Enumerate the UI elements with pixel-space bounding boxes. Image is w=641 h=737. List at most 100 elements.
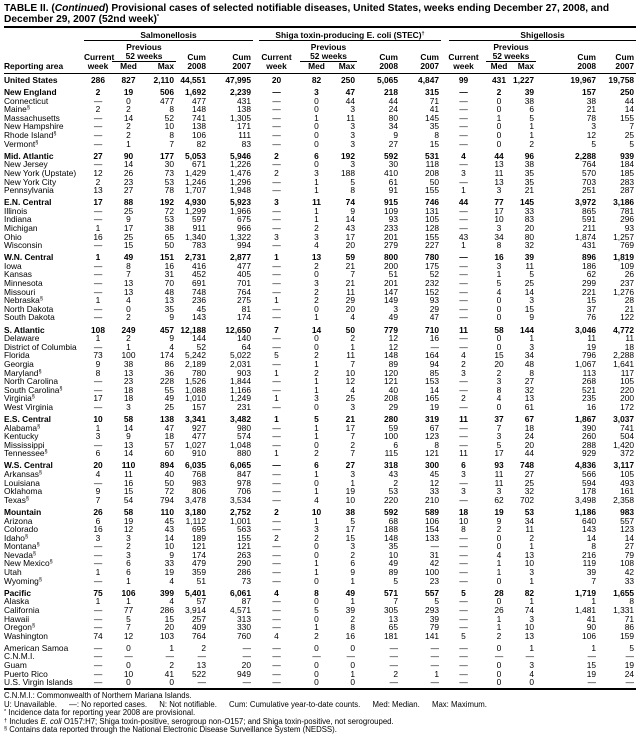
week-label: week xyxy=(253,62,300,74)
shigellosis-med-cell: 0 xyxy=(496,130,502,141)
stec-med-cell: 8 xyxy=(314,587,319,598)
stec-max-cell: 17 xyxy=(345,231,355,242)
salmonellosis-cum-2008-cell: 780 xyxy=(192,367,206,378)
salmonellosis-cum-2007-cell: 2,031 xyxy=(230,358,251,369)
shigellosis-cum-2008-cell: 41 xyxy=(586,613,597,624)
reporting-area-cell: Nebraska§ xyxy=(4,295,43,306)
shigellosis-max-cell: 25 xyxy=(524,278,535,289)
current-label: Current xyxy=(84,51,115,62)
shigellosis-cum-2007-cell: 21 xyxy=(624,303,635,314)
salmonellosis-max-cell: 8 xyxy=(169,130,174,141)
stec-cum-2008-cell: 2 xyxy=(393,668,398,679)
footnote-legend: U: Unavailable. —: No reported cases. N:… xyxy=(4,699,487,709)
shigellosis-cum-2008-cell: 76 xyxy=(586,312,597,323)
table-row: Hawaii —5 15 257 313—0 2 13 39—1 3 41 71 xyxy=(4,613,636,624)
salmonellosis-cum-2008-cell: 157 xyxy=(192,401,206,412)
stec-max-cell: 44 xyxy=(345,95,355,106)
shigellosis-cum-2007-cell: 769 xyxy=(620,240,635,251)
shigellosis-max-cell: 13 xyxy=(524,549,535,560)
table-row: New York City 2 23 53 1,246 1,296 — 1 5 61 50 — 13 35… xyxy=(4,177,636,187)
stec-cum-2008-cell: 5,065 xyxy=(377,75,398,85)
salmonellosis-current-week-cell: 75 xyxy=(93,587,103,598)
reporting-area-cell: Hawaii xyxy=(4,613,30,624)
salmonellosis-cum-2007-cell: 477 xyxy=(237,260,251,271)
shigellosis-current-week-cell: 3 xyxy=(461,469,466,480)
salmonellosis-med-cell: 0 xyxy=(126,642,131,653)
shigellosis-cum-2007-cell: 155 xyxy=(620,112,635,123)
salmonellosis-med-cell: 19 xyxy=(123,515,134,526)
salmonellosis-cum-2007-cell: 903 xyxy=(237,367,251,378)
stec-med-cell: 0 xyxy=(314,477,319,488)
salmonellosis-med-cell: 18 xyxy=(123,393,134,404)
stec-current-week-cell: — xyxy=(272,87,281,98)
salmonellosis-cum-2008-cell: 1,027 xyxy=(185,439,206,450)
salmonellosis-cum-2007-cell: 1,844 xyxy=(230,376,251,387)
salmonellosis-current-week-cell: — xyxy=(93,205,103,216)
stec-med-cell: 3 xyxy=(314,87,319,98)
stec-cum-2007-cell: 29 xyxy=(429,303,440,314)
salmonellosis-cum-2007-cell: 330 xyxy=(237,622,251,633)
footnote-section: § Contains data reported through the Nat… xyxy=(4,725,337,735)
shigellosis-cum-2007-cell: 123 xyxy=(620,524,635,535)
shigellosis-current-week-cell: — xyxy=(459,138,468,149)
stec-max-cell: 188 xyxy=(341,167,355,178)
salmonellosis-cum-2007-cell: 1,048 xyxy=(230,439,251,450)
salmonellosis-max-cell: 33 xyxy=(164,558,174,569)
stec-max-cell: 12 xyxy=(345,376,355,387)
salmonellosis-med-cell: 249 xyxy=(121,324,136,335)
stec-current-week-cell: — xyxy=(272,622,281,633)
stec-current-week-cell: 5 xyxy=(274,350,279,361)
shigellosis-cum-2007-cell: 1,331 xyxy=(613,604,635,615)
salmonellosis-med-cell: 19 xyxy=(123,87,134,98)
stec-cum-2007-cell: 164 xyxy=(425,350,440,361)
salmonellosis-max-cell: 13 xyxy=(164,295,174,306)
table-row: United States 286 827 2,110 44,551 47,995 20 82… xyxy=(4,74,636,85)
shigellosis-cum-2008-cell: 21 xyxy=(586,104,597,115)
stec-current-week-cell: — xyxy=(272,312,281,323)
stec-cum-2008-cell: 68 xyxy=(388,515,398,526)
shigellosis-cum-2008-cell: 431 xyxy=(582,240,597,251)
stec-current-week-cell: — xyxy=(272,575,281,586)
salmonellosis-max-cell: 4 xyxy=(169,341,174,352)
salmonellosis-current-week-cell: — xyxy=(93,622,103,633)
stec-max-cell: 9 xyxy=(350,567,355,578)
shigellosis-current-week-cell: 1 xyxy=(461,185,466,196)
salmonellosis-max-cell: — xyxy=(165,651,174,662)
stec-current-week-cell: — xyxy=(272,549,281,560)
stec-med-cell: 0 xyxy=(314,95,319,106)
table-row: Colorado 16 12 43 695 563 — 3 17 188 154 8 2 11 143 123 xyxy=(4,525,636,534)
table-row: E.S. Central 10 58 138 3,341 3,482 1 5 21 280 319 1… xyxy=(4,411,636,424)
stec-cum-2008-cell: — xyxy=(389,642,398,653)
salmonellosis-max-cell: 192 xyxy=(160,197,174,208)
stec-current-week-cell: — xyxy=(272,431,281,442)
reporting-area-cell: Delaware xyxy=(4,333,40,344)
salmonellosis-cum-2007-cell: 20 xyxy=(241,660,251,670)
stec-max-cell: 21 xyxy=(345,413,355,424)
table-row: Mississippi — 13 57 1,027 1,048 — 0 2 6 8 — 5 20 288 1,… xyxy=(4,439,636,450)
shigellosis-cum-2008-cell: 640 xyxy=(582,515,597,526)
shigellosis-current-week-cell: 18 xyxy=(458,506,469,517)
table-row: Minnesota — 13 70 691 701 — 3 21 201 232 — 5 25 299 237 xyxy=(4,279,636,288)
stec-cum-2007-cell: 47 xyxy=(429,312,440,323)
year-2008-label: 2008 xyxy=(176,62,208,74)
stec-cum-2007-cell: 94 xyxy=(429,358,440,369)
shigellosis-cum-2007-cell: 14 xyxy=(624,104,635,115)
shigellosis-med-cell: 13 xyxy=(494,159,504,170)
salmonellosis-cum-2008-cell: 691 xyxy=(192,278,206,289)
shigellosis-max-cell: 80 xyxy=(524,231,535,242)
reporting-area-cell: Montana§ xyxy=(4,541,40,552)
stec-cum-2008-cell: — xyxy=(389,651,398,662)
salmonellosis-max-cell: 0 xyxy=(169,677,174,688)
stec-cum-2007-cell: 71 xyxy=(429,95,440,106)
stec-max-cell: 1 xyxy=(350,477,355,488)
salmonellosis-current-week-cell: — xyxy=(93,159,103,170)
shigellosis-current-week-cell: 4 xyxy=(461,350,466,361)
shigellosis-cum-2007-cell: 117 xyxy=(620,367,635,378)
shigellosis-cum-2008-cell: 3 xyxy=(591,121,597,132)
shigellosis-cum-2008-cell: 594 xyxy=(582,477,597,488)
shigellosis-cum-2007-cell: 7 xyxy=(629,121,635,132)
salmonellosis-cum-2007-cell: 1,476 xyxy=(230,167,251,178)
salmonellosis-med-cell: 9 xyxy=(126,431,131,442)
salmonellosis-med-cell: 14 xyxy=(123,422,134,433)
stec-current-week-cell: 2 xyxy=(274,150,279,161)
